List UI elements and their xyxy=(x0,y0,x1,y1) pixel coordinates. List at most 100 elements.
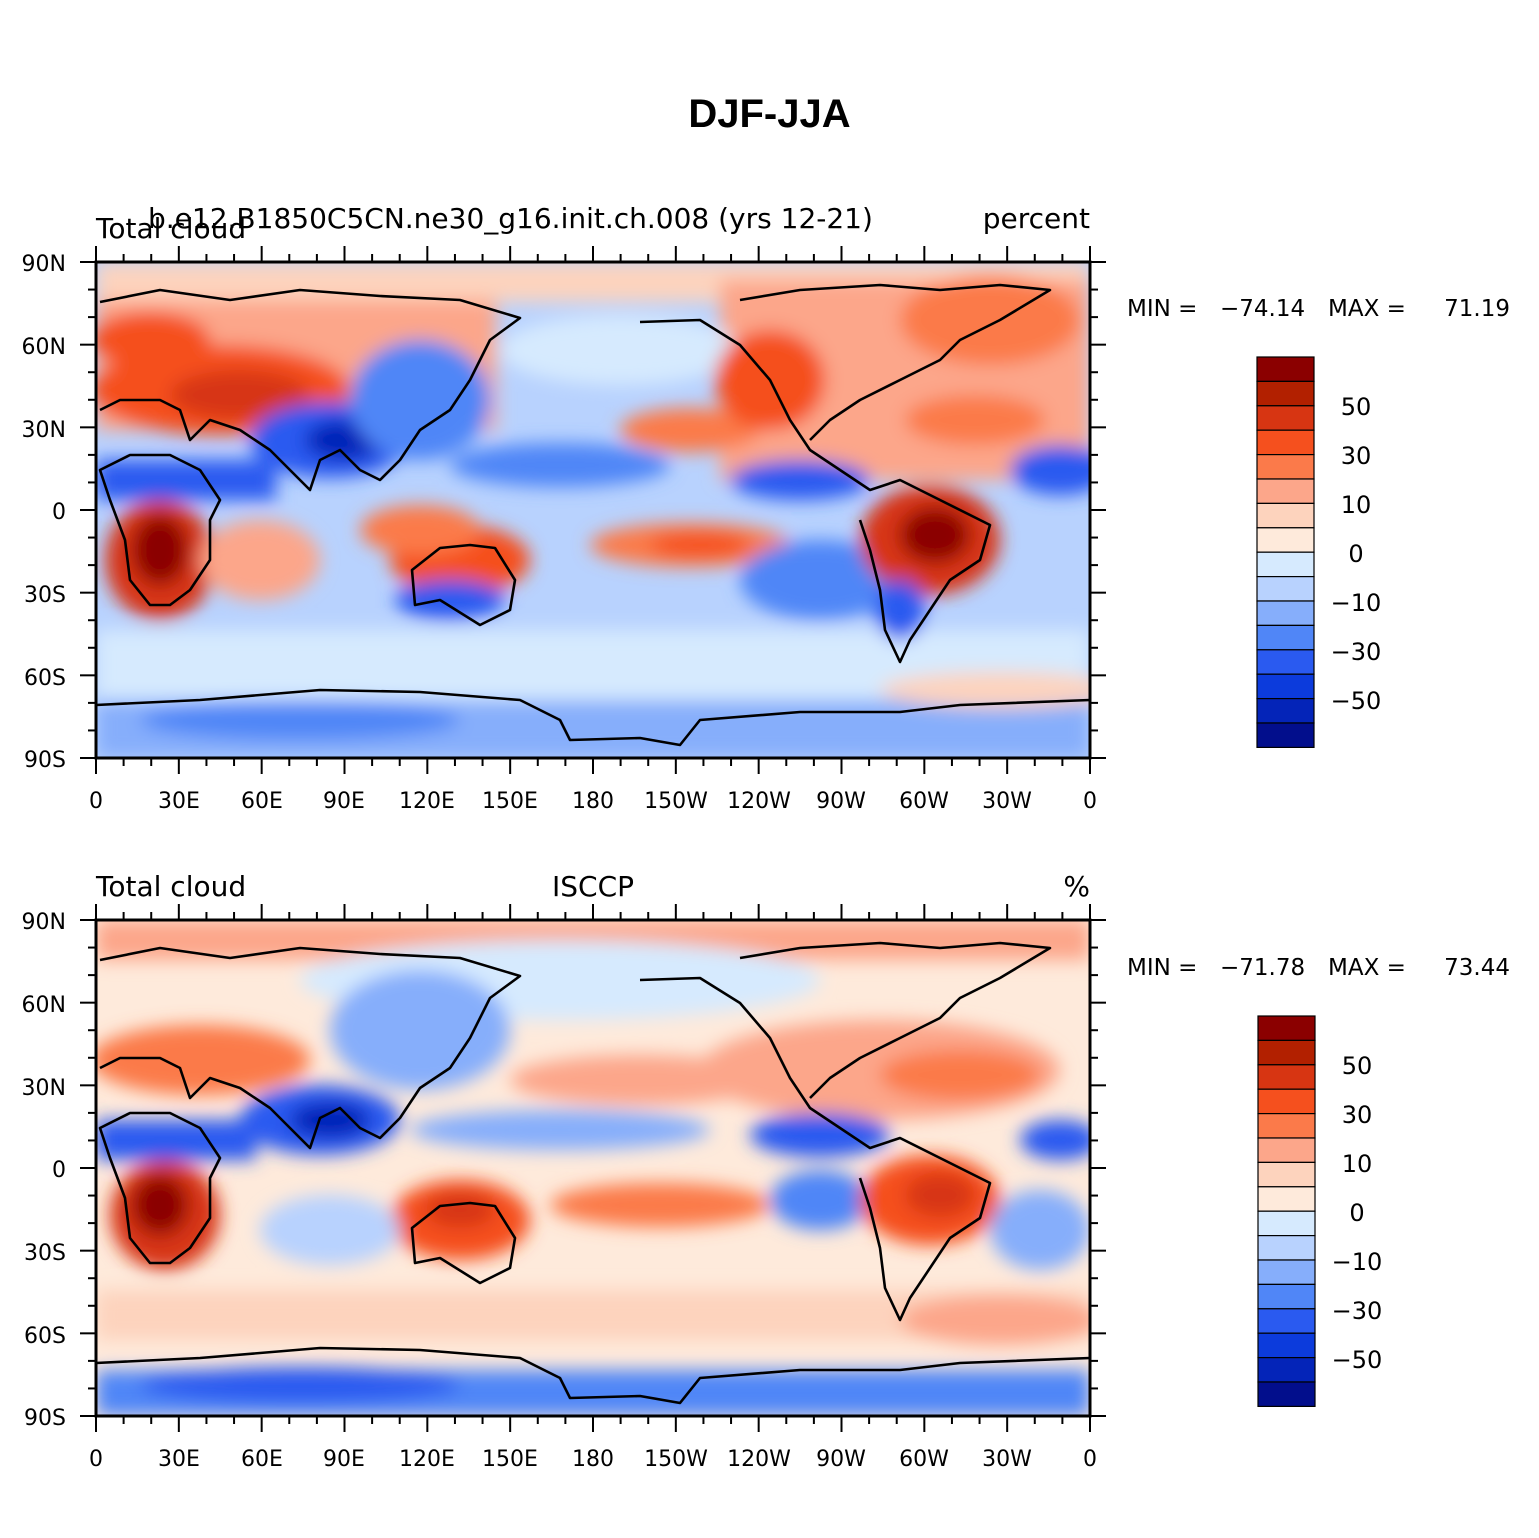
colorbar-swatch xyxy=(1257,1234,1316,1261)
min-label: MIN = xyxy=(1127,296,1197,322)
colorbar-swatch xyxy=(1257,1161,1316,1188)
lon-label: 60E xyxy=(241,789,283,814)
cloud-difference-field xyxy=(96,920,1090,1416)
min-max-readout: MIN = −74.14 MAX = 71.19 xyxy=(1127,296,1510,322)
latitude-labels: 90N 60N 30N 0 30S 60S 90S xyxy=(22,910,66,1431)
lon-label: 150W xyxy=(644,1447,708,1472)
lon-label: 90E xyxy=(323,1447,365,1472)
colorbar-label: −30 xyxy=(1331,638,1382,666)
lon-label: 0 xyxy=(89,1447,103,1472)
colorbar-swatch xyxy=(1257,1259,1316,1285)
colorbar-labels: 50 30 10 0 −10 −30 −50 xyxy=(1332,1052,1383,1374)
colorbar-swatch xyxy=(1256,551,1315,578)
lon-label: 150W xyxy=(644,789,708,814)
colorbar-swatch xyxy=(1256,454,1315,480)
colorbar-swatch xyxy=(1257,1381,1316,1407)
colorbar-label: 50 xyxy=(1342,1052,1373,1080)
colorbar-swatch xyxy=(1256,429,1315,456)
lon-label: 150E xyxy=(482,789,538,814)
colorbar-label: 50 xyxy=(1341,393,1372,421)
colorbar-label: −30 xyxy=(1332,1297,1383,1325)
colorbar-swatch xyxy=(1256,527,1315,553)
lon-label: 120W xyxy=(727,789,791,814)
lon-label: 0 xyxy=(1083,1447,1097,1472)
lat-label: 0 xyxy=(52,500,66,525)
lon-label: 120W xyxy=(727,1447,791,1472)
colorbar-swatch xyxy=(1256,575,1315,602)
lon-label: 30E xyxy=(158,1447,200,1472)
colorbar-swatch xyxy=(1257,1039,1316,1066)
colorbar-label: −50 xyxy=(1332,1346,1383,1374)
cloud-difference-field xyxy=(96,262,1090,758)
panel-left-text: Total cloud xyxy=(95,870,246,903)
lon-label: 90W xyxy=(816,789,866,814)
colorbar-label: −50 xyxy=(1331,687,1382,715)
lon-label: 90W xyxy=(816,1447,866,1472)
colorbar xyxy=(1256,356,1315,748)
axis-ticks xyxy=(80,904,1106,1432)
lat-label: 30N xyxy=(22,1076,66,1101)
min-label: MIN = xyxy=(1127,955,1197,981)
lon-label: 180 xyxy=(572,789,614,814)
longitude-labels: 0 30E 60E 90E 120E 150E 180 150W 120W 90… xyxy=(89,789,1097,814)
colorbar-swatch xyxy=(1256,722,1315,748)
panel-observation: Total cloud ISCCP % xyxy=(22,870,1510,1472)
colorbar-swatch xyxy=(1257,1356,1316,1383)
colorbar-label: 0 xyxy=(1348,540,1363,568)
lat-label: 60N xyxy=(22,993,66,1018)
colorbar-swatch xyxy=(1256,697,1315,724)
min-value: −71.78 xyxy=(1220,955,1305,981)
lat-label: 60N xyxy=(22,335,66,360)
colorbar-swatch xyxy=(1257,1015,1316,1041)
colorbar-swatch xyxy=(1256,478,1315,504)
lon-label: 30E xyxy=(158,789,200,814)
colorbar-labels: 50 30 10 0 −10 −30 −50 xyxy=(1331,393,1382,715)
panel-right-text: percent xyxy=(983,202,1090,235)
max-label: MAX = xyxy=(1328,955,1406,981)
lat-label: 90N xyxy=(22,252,66,277)
colorbar-swatch xyxy=(1256,673,1315,700)
lat-label: 0 xyxy=(52,1158,66,1183)
colorbar-swatch xyxy=(1257,1137,1316,1163)
longitude-labels: 0 30E 60E 90E 120E 150E 180 150W 120W 90… xyxy=(89,1447,1097,1472)
lon-label: 120E xyxy=(399,1447,455,1472)
colorbar-swatch xyxy=(1257,1186,1316,1212)
max-value: 71.19 xyxy=(1444,296,1510,322)
colorbar-swatch xyxy=(1257,1308,1316,1334)
coastlines xyxy=(96,941,1090,1405)
lat-label: 30N xyxy=(22,418,66,443)
colorbar-label: −10 xyxy=(1332,1248,1383,1276)
colorbar xyxy=(1257,1015,1316,1407)
colorbar-swatch xyxy=(1257,1064,1316,1090)
axis-ticks xyxy=(80,246,1106,774)
lon-label: 30W xyxy=(982,1447,1032,1472)
lon-label: 0 xyxy=(1083,789,1097,814)
colorbar-label: −10 xyxy=(1331,589,1382,617)
lon-label: 150E xyxy=(482,1447,538,1472)
colorbar-swatch xyxy=(1257,1210,1316,1237)
min-value: −74.14 xyxy=(1220,296,1305,322)
lon-label: 60W xyxy=(899,789,949,814)
coastlines xyxy=(96,283,1090,747)
max-label: MAX = xyxy=(1328,296,1406,322)
lon-label: 30W xyxy=(982,789,1032,814)
colorbar-swatch xyxy=(1257,1088,1316,1115)
colorbar-label: 10 xyxy=(1342,1150,1373,1178)
colorbar-swatch xyxy=(1256,649,1315,675)
colorbar-label: 0 xyxy=(1349,1199,1364,1227)
colorbar-swatch xyxy=(1257,1112,1316,1139)
lon-label: 180 xyxy=(572,1447,614,1472)
figure-title: DJF-JJA xyxy=(688,92,851,136)
latitude-labels: 90N 60N 30N 0 30S 60S 90S xyxy=(22,252,66,773)
lat-label: 90S xyxy=(24,1406,66,1431)
lon-label: 0 xyxy=(89,789,103,814)
panel-model: Total cloud b.e12.B1850C5CN.ne30_g16.ini… xyxy=(22,202,1510,814)
lon-label: 120E xyxy=(399,789,455,814)
colorbar-swatch xyxy=(1257,1283,1316,1310)
colorbar-label: 30 xyxy=(1342,1101,1373,1129)
colorbar-swatch xyxy=(1256,624,1315,651)
lat-label: 60S xyxy=(24,1324,66,1349)
colorbar-swatch xyxy=(1256,600,1315,626)
panel-left-text: Total cloud xyxy=(95,212,246,245)
